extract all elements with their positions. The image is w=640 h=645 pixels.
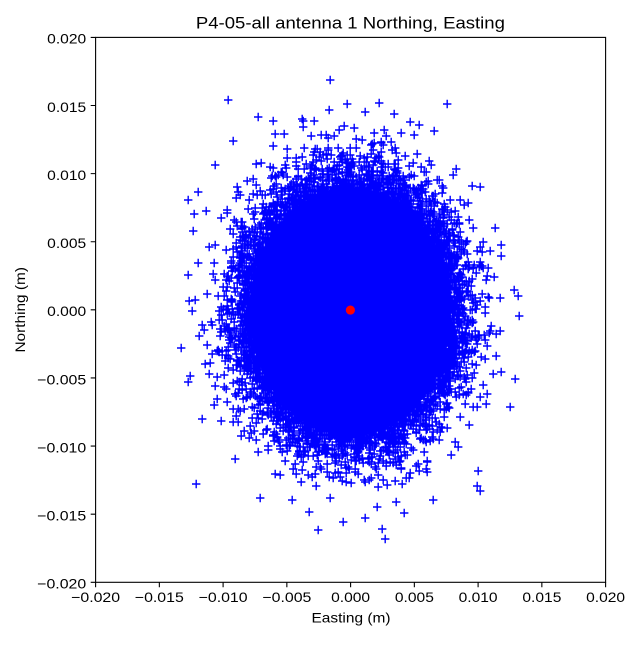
svg-text:0.015: 0.015 [522,589,561,605]
svg-text:0.010: 0.010 [459,589,498,605]
svg-text:−0.015: −0.015 [37,508,86,524]
svg-text:−0.020: −0.020 [37,576,86,592]
svg-text:0.005: 0.005 [395,589,434,605]
svg-text:−0.010: −0.010 [37,439,86,455]
svg-text:P4-05-all antenna 1 Northing,: P4-05-all antenna 1 Northing, Easting [196,14,505,33]
svg-text:0.015: 0.015 [47,99,86,115]
svg-text:0.010: 0.010 [47,167,86,183]
svg-text:−0.005: −0.005 [262,589,311,605]
svg-text:0.020: 0.020 [47,31,86,47]
svg-text:Northing (m): Northing (m) [12,267,28,353]
svg-text:−0.020: −0.020 [71,589,120,605]
svg-text:0.005: 0.005 [47,235,86,251]
svg-text:0.020: 0.020 [586,589,625,605]
svg-text:−0.005: −0.005 [37,371,86,387]
svg-text:0.000: 0.000 [47,303,86,319]
svg-text:0.000: 0.000 [331,589,370,605]
svg-text:−0.010: −0.010 [199,589,248,605]
svg-text:−0.015: −0.015 [135,589,184,605]
svg-text:Easting (m): Easting (m) [312,609,391,625]
